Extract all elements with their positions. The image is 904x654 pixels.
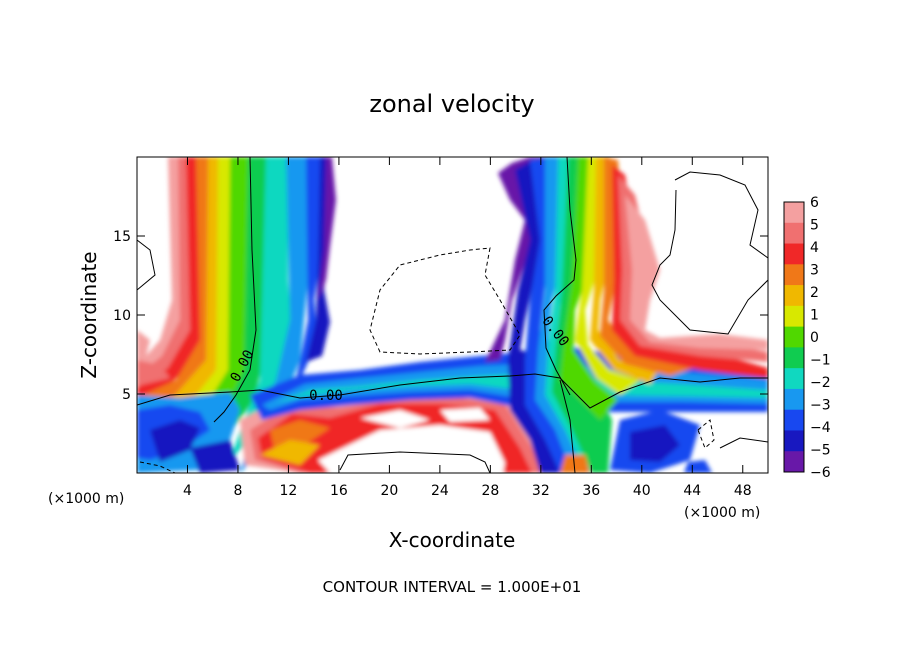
- colorbar-tick-label: −1: [810, 353, 831, 369]
- left-jet-band-6: [137, 157, 188, 380]
- colorbar-tick-label: 1: [810, 308, 819, 324]
- bottom-positive-1: [503, 458, 520, 473]
- x-axis-label: X-coordinate: [389, 528, 516, 552]
- x-tick-label: 8: [233, 483, 242, 499]
- x-tick-label: 28: [481, 483, 499, 499]
- colorbar-swatch: [784, 347, 804, 369]
- colorbar-tick-label: 2: [810, 285, 819, 301]
- contour-positive-left: [137, 239, 156, 291]
- left-jet-band-5: [137, 157, 198, 390]
- y-axis-ticks: 5 10 15: [113, 229, 768, 403]
- low-center-gap-1: [318, 425, 510, 473]
- x-axis-ticks: 4 8 12 16 20 24 28 32 36 40 44 48: [183, 157, 752, 499]
- colorbar-swatch: [784, 326, 804, 348]
- colorbar-swatch: [784, 202, 804, 224]
- contour-negative-right-low: [697, 419, 715, 449]
- x-tick-label: 24: [431, 483, 449, 499]
- x-tick-label: 12: [280, 483, 298, 499]
- x-tick-label: 48: [734, 483, 752, 499]
- contour-zero-horizontal: [137, 373, 768, 409]
- y-tick-label: 15: [113, 229, 131, 245]
- y-tick-label: 5: [122, 387, 131, 403]
- x-unit-label: (×1000 m): [684, 505, 760, 521]
- x-tick-label: 4: [183, 483, 192, 499]
- colorbar-tick-label: −4: [810, 420, 831, 436]
- left-jet-band-4: [137, 157, 206, 398]
- left-jet-band-m6: [318, 157, 336, 300]
- bottom-negative-1: [684, 460, 712, 473]
- contour-interval-note: CONTOUR INTERVAL = 1.000E+01: [323, 578, 582, 596]
- x-tick-label: 32: [532, 483, 550, 499]
- colorbar: 6 5 4 3 2 1 0 −1 −2 −3 −4 −5 −6: [783, 195, 831, 481]
- contour-positive-right-loop: [651, 189, 768, 335]
- bottom-positive-2: [560, 455, 590, 473]
- left-jet-band-m3: [240, 157, 312, 473]
- chart-title: zonal velocity: [369, 90, 534, 118]
- contour-negative-upper-center: [369, 247, 521, 355]
- left-jet-band-1: [180, 157, 236, 418]
- contour-zero-left-vertical: [213, 157, 257, 423]
- y-axis-label: Z-coordinate: [77, 251, 101, 378]
- low-center-gap-2: [360, 410, 430, 428]
- right-jet-band-6: [625, 195, 768, 350]
- x-tick-label: 36: [582, 483, 600, 499]
- x-tick-label: 44: [683, 483, 701, 499]
- y-tick-label: 10: [113, 308, 131, 324]
- x-tick-label: 20: [380, 483, 398, 499]
- contour-label-center: 0.00: [309, 388, 343, 404]
- colorbar-tick-label: −6: [810, 465, 831, 481]
- colorbar-tick-label: −3: [810, 398, 831, 414]
- contour-positive-bottom-right: [719, 437, 768, 449]
- low-center-positive-5: [260, 440, 320, 465]
- left-jet-band-m4: [264, 157, 326, 450]
- contour-positive-right-top: [674, 171, 768, 259]
- contour-zero-right-vertical-2: [559, 379, 576, 473]
- right-jet-band-3: [600, 157, 700, 376]
- contour-zero-right-vertical: [543, 157, 577, 396]
- x-tick-label: 40: [633, 483, 651, 499]
- velocity-field: 0.00 0.00 0.00: [137, 157, 768, 473]
- right-jet-band-1: [575, 157, 640, 395]
- colorbar-swatch: [784, 285, 804, 307]
- y-unit-label: (×1000 m): [48, 491, 124, 507]
- colorbar-swatch: [784, 430, 804, 452]
- colorbar-tick-label: −2: [810, 375, 831, 391]
- right-jet-band-0: [560, 157, 618, 420]
- colorbar-tick-label: 0: [810, 330, 819, 346]
- contour-negative-bottom-left: [139, 461, 176, 473]
- colorbar-swatch: [784, 222, 804, 245]
- colorbar-swatch: [784, 388, 804, 411]
- colorbar-swatch: [784, 305, 804, 328]
- colorbar-swatch: [784, 243, 804, 265]
- left-jet-band-0: [196, 157, 252, 426]
- left-jet-band-2: [150, 157, 224, 412]
- top-left-positive-edge: [137, 330, 150, 365]
- low-left-negative-4: [190, 440, 240, 473]
- x-tick-label: 16: [330, 483, 348, 499]
- contour-lines: [137, 157, 768, 473]
- right-low-negative-core: [630, 425, 680, 462]
- colorbar-tick-label: 5: [810, 218, 819, 234]
- right-jet-band-5: [618, 175, 768, 362]
- colorbar-swatch: [784, 368, 804, 390]
- colorbar-swatch: [784, 409, 804, 431]
- contour-positive-bottom: [339, 451, 491, 473]
- colorbar-tick-label: 3: [810, 263, 819, 279]
- colorbar-tick-label: 6: [810, 195, 819, 211]
- left-jet-band-m1: [214, 157, 268, 440]
- low-center-gap-3: [440, 408, 490, 422]
- colorbar-tick-label: 4: [810, 240, 819, 256]
- colorbar-frame: [783, 201, 805, 473]
- colorbar-swatch: [784, 451, 804, 473]
- colorbar-tick-label: −5: [810, 443, 831, 459]
- low-left-negative-3: [150, 420, 200, 462]
- colorbar-swatch: [784, 264, 804, 286]
- top-left-positive-edge-2: [137, 360, 170, 386]
